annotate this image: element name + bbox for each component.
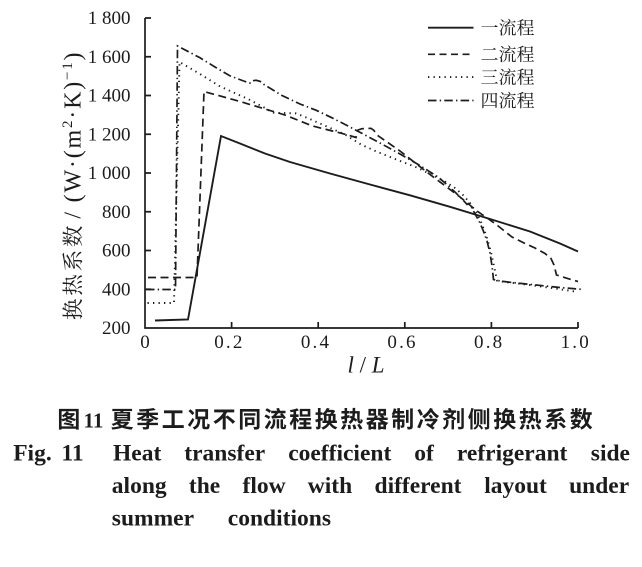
- svg-text:11: 11: [84, 409, 104, 433]
- svg-text:1 000: 1 000: [88, 163, 131, 184]
- svg-text:0.8: 0.8: [474, 332, 504, 353]
- svg-text:summer: summer: [112, 506, 194, 532]
- svg-text:0.6: 0.6: [387, 332, 417, 353]
- svg-text:the: the: [189, 473, 220, 499]
- svg-text:11: 11: [61, 441, 83, 467]
- svg-text:with: with: [308, 473, 352, 499]
- svg-text:Heat: Heat: [113, 441, 161, 467]
- svg-text:different: different: [375, 473, 462, 499]
- svg-text:of: of: [414, 441, 435, 467]
- svg-text:flow: flow: [243, 473, 286, 499]
- svg-text:coefficient: coefficient: [288, 441, 391, 467]
- svg-text:l / L: l / L: [347, 353, 384, 378]
- svg-text:side: side: [591, 441, 630, 467]
- svg-text:along: along: [112, 473, 167, 499]
- svg-text:refrigerant: refrigerant: [457, 441, 568, 467]
- svg-text:layout: layout: [484, 473, 547, 499]
- svg-text:1 600: 1 600: [88, 47, 131, 68]
- svg-text:800: 800: [102, 202, 131, 223]
- svg-text:600: 600: [102, 241, 131, 262]
- svg-text:400: 400: [102, 279, 131, 300]
- svg-text:200: 200: [102, 318, 131, 339]
- svg-text:1 200: 1 200: [88, 124, 131, 145]
- svg-text:1.0: 1.0: [561, 332, 591, 353]
- svg-text:Fig.: Fig.: [13, 441, 52, 467]
- svg-text:conditions: conditions: [228, 506, 331, 532]
- svg-text:0.2: 0.2: [214, 332, 244, 353]
- svg-text:0: 0: [140, 332, 150, 353]
- svg-text:under: under: [569, 473, 629, 499]
- svg-text:transfer: transfer: [184, 441, 265, 467]
- svg-text:1 800: 1 800: [88, 8, 131, 29]
- svg-text:1 400: 1 400: [88, 86, 131, 107]
- svg-text:0.4: 0.4: [301, 332, 331, 353]
